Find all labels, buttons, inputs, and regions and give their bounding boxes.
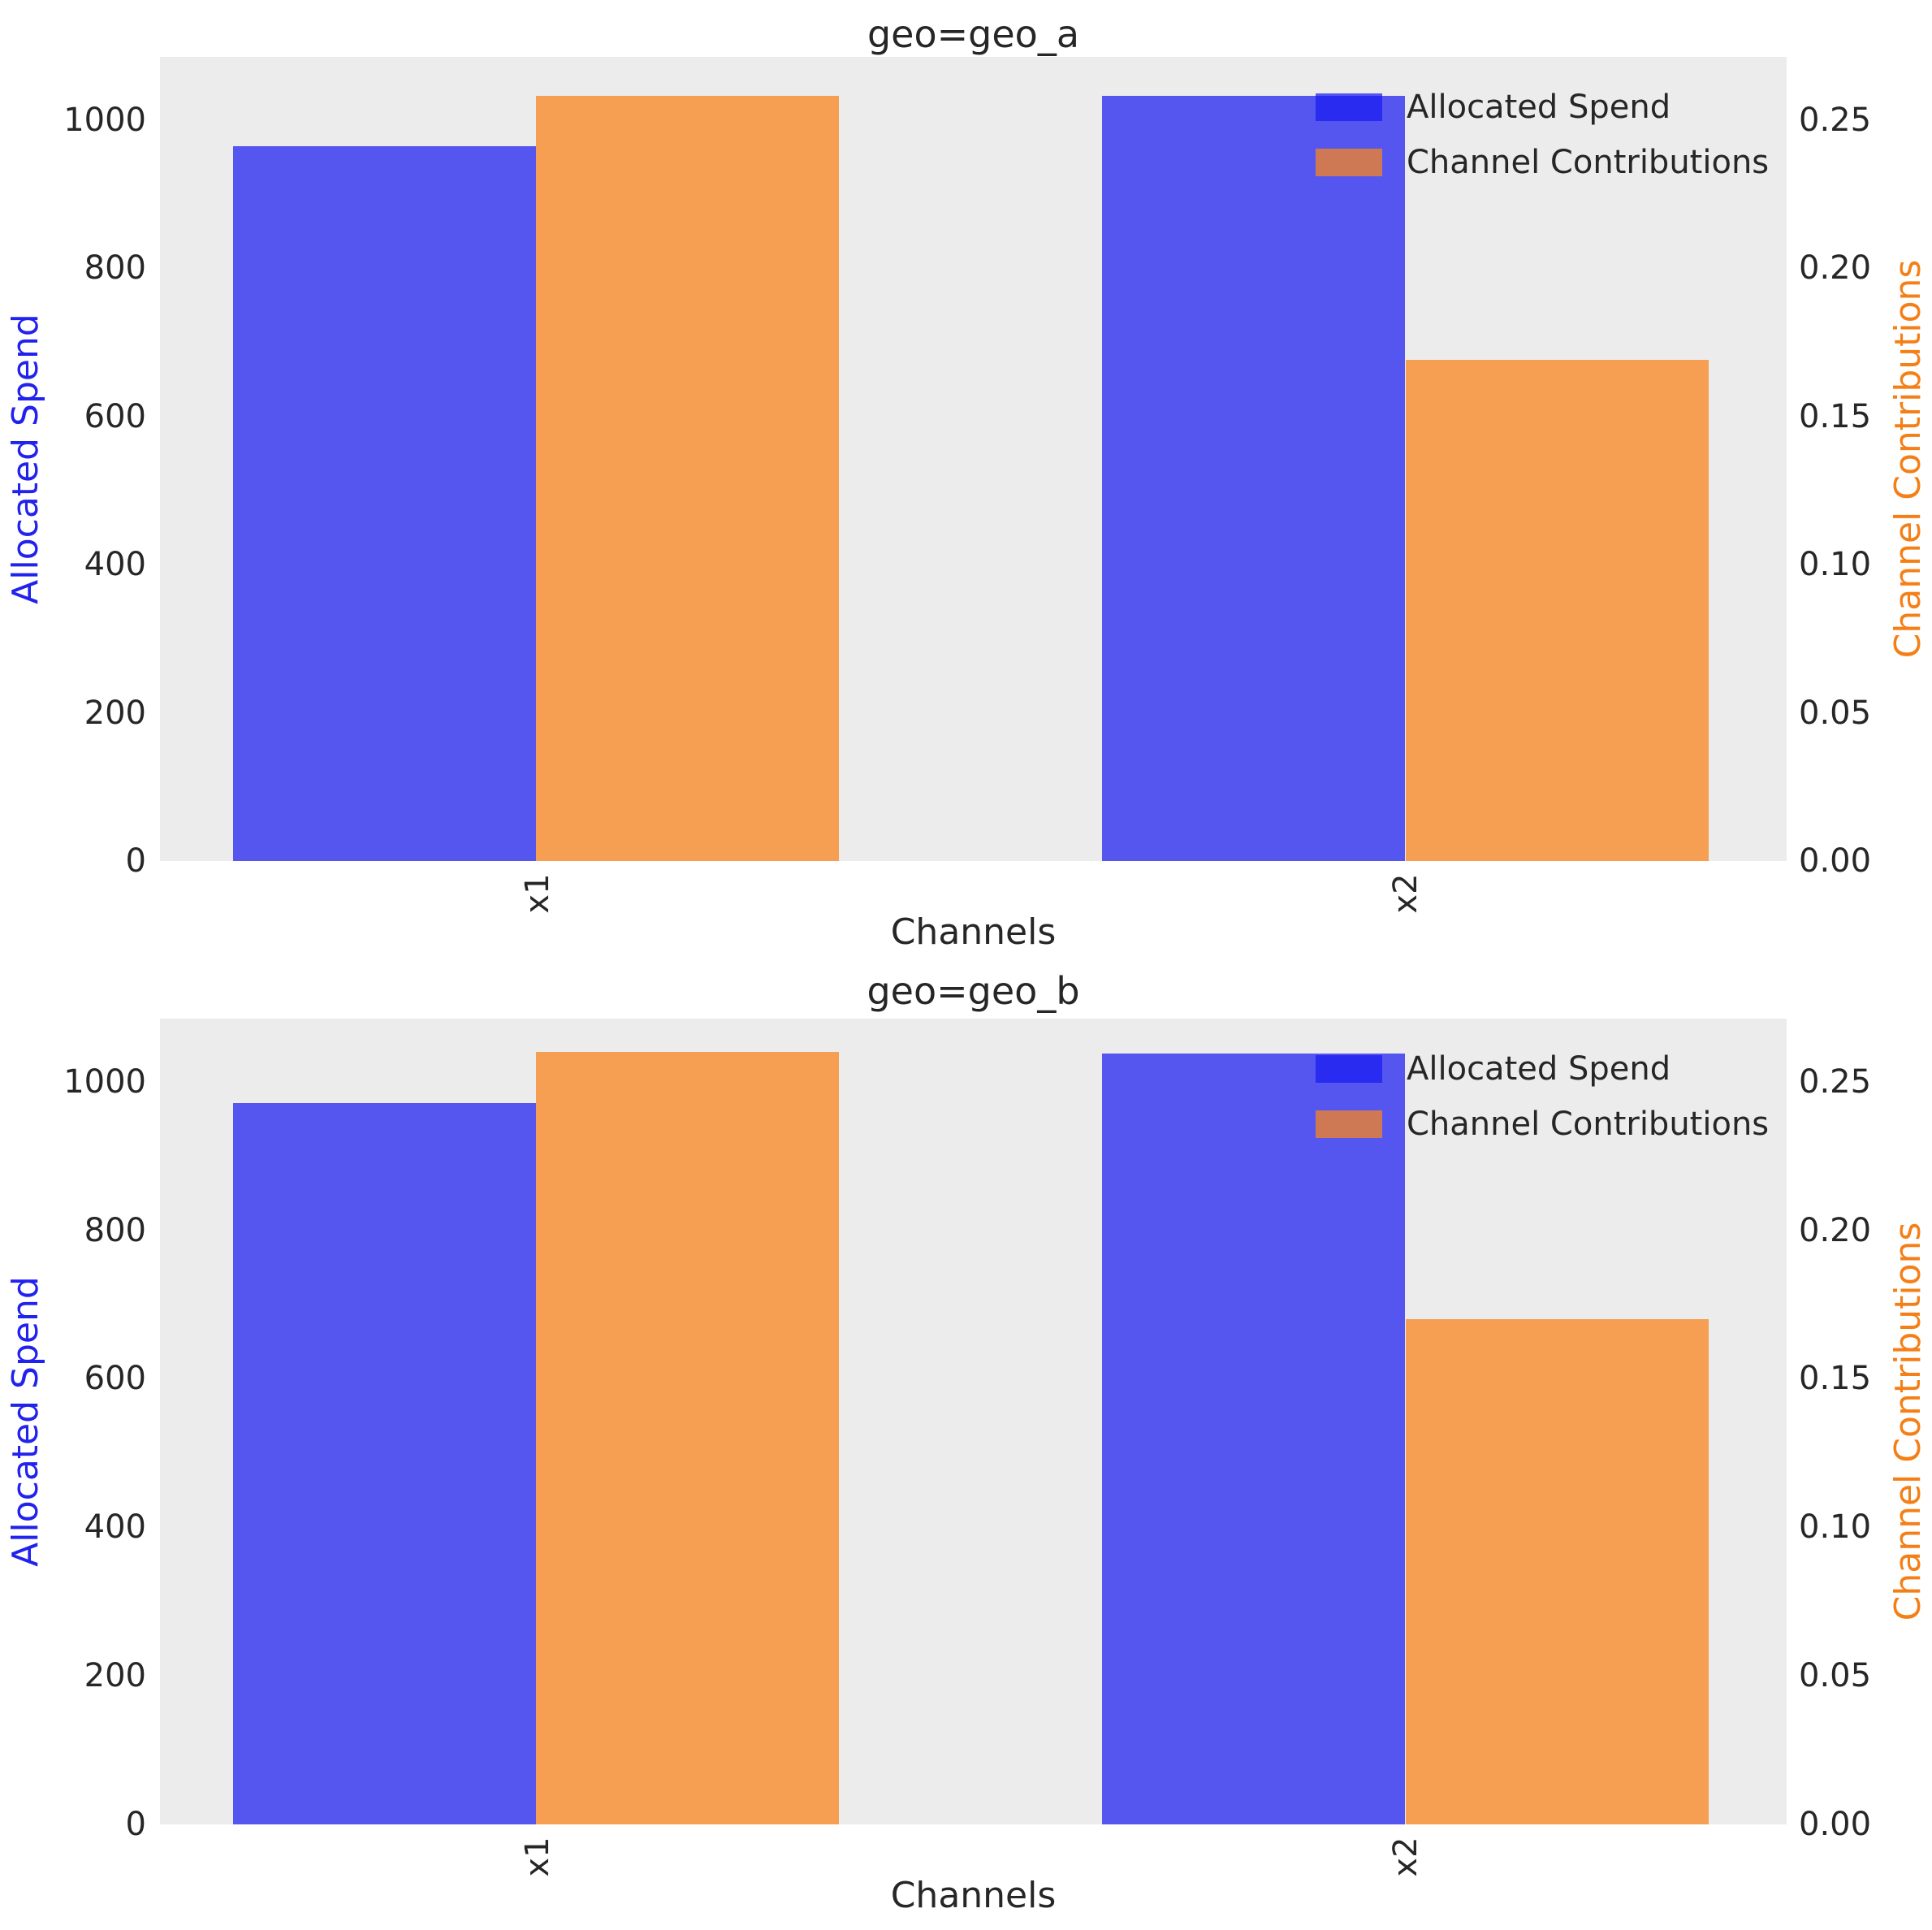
- x-axis-tick-x2: x2: [1387, 1837, 1425, 1877]
- channel-contributions-swatch-icon: [1316, 149, 1382, 176]
- y-axis-right-tick-0.05: 0.05: [1799, 1657, 1872, 1695]
- x-axis-tick-x1: x1: [518, 1837, 556, 1877]
- subplot-a-legend: Allocated Spend Channel Contributions: [1316, 80, 1769, 190]
- y-axis-right-tick-0.10: 0.10: [1799, 546, 1872, 584]
- y-axis-right-tick-0.00: 0.00: [1799, 1806, 1872, 1843]
- legend-label-allocated-spend: Allocated Spend: [1407, 89, 1671, 126]
- subplot-b-title: geo=geo_b: [867, 969, 1080, 1013]
- bar-channel-contributions-x2: [1406, 360, 1709, 861]
- subplot-a-title: geo=geo_a: [867, 12, 1080, 56]
- legend-row-channel-contributions: Channel Contributions: [1316, 1097, 1769, 1152]
- legend-row-channel-contributions: Channel Contributions: [1316, 135, 1769, 190]
- subplot-a-xlabel: Channels: [890, 911, 1057, 953]
- channel-contributions-swatch-icon: [1316, 1110, 1382, 1138]
- y-axis-right-tick-0.05: 0.05: [1799, 694, 1872, 732]
- bar-channel-contributions-x1: [535, 1052, 839, 1824]
- y-axis-left-tick-800: 800: [84, 1211, 146, 1249]
- bar-allocated-spend-x2: [1101, 1053, 1405, 1824]
- y-axis-left-tick-600: 600: [84, 397, 146, 435]
- x-axis-tick-x1: x1: [518, 873, 556, 914]
- y-axis-left-tick-1000: 1000: [63, 1062, 146, 1101]
- legend-label-channel-contributions: Channel Contributions: [1407, 1106, 1770, 1143]
- allocated-spend-swatch-icon: [1316, 93, 1382, 121]
- subplot-a-axes: Allocated Spend Channel Contributions: [160, 57, 1787, 861]
- subplot-b-legend: Allocated Spend Channel Contributions: [1316, 1041, 1769, 1152]
- y-axis-right-tick-0.10: 0.10: [1799, 1508, 1872, 1547]
- bar-allocated-spend-x1: [232, 145, 536, 861]
- y-axis-left-tick-200: 200: [84, 694, 146, 732]
- allocated-spend-swatch-icon: [1316, 1055, 1382, 1083]
- y-axis-right-tick-0.20: 0.20: [1799, 1211, 1872, 1249]
- bar-allocated-spend-x1: [232, 1103, 536, 1824]
- y-axis-left-tick-1000: 1000: [63, 101, 146, 139]
- y-axis-left-tick-0: 0: [125, 842, 146, 880]
- bar-channel-contributions-x2: [1406, 1319, 1709, 1824]
- y-axis-right-tick-0.00: 0.00: [1799, 842, 1872, 880]
- bar-allocated-spend-x2: [1101, 96, 1405, 861]
- y-axis-right-tick-0.20: 0.20: [1799, 249, 1872, 288]
- y-axis-right-tick-0.25: 0.25: [1799, 101, 1872, 139]
- legend-row-allocated-spend: Allocated Spend: [1316, 1041, 1769, 1097]
- y-axis-left-tick-400: 400: [84, 546, 146, 584]
- legend-label-allocated-spend: Allocated Spend: [1407, 1050, 1671, 1088]
- subplot-b-xlabel: Channels: [890, 1875, 1057, 1916]
- y-axis-left-tick-800: 800: [84, 249, 146, 288]
- y-axis-right-tick-0.25: 0.25: [1799, 1062, 1872, 1101]
- legend-row-allocated-spend: Allocated Spend: [1316, 80, 1769, 135]
- subplot-a-ylabel-right: Channel Contributions: [1887, 259, 1929, 659]
- legend-label-channel-contributions: Channel Contributions: [1407, 144, 1770, 181]
- subplot-b-axes: Allocated Spend Channel Contributions: [160, 1019, 1787, 1824]
- y-axis-left-tick-0: 0: [125, 1806, 146, 1843]
- y-axis-right-tick-0.15: 0.15: [1799, 1360, 1872, 1398]
- y-axis-left-tick-200: 200: [84, 1657, 146, 1695]
- bar-channel-contributions-x1: [535, 96, 839, 861]
- y-axis-left-tick-600: 600: [84, 1360, 146, 1398]
- x-axis-tick-x2: x2: [1387, 873, 1425, 914]
- y-axis-right-tick-0.15: 0.15: [1799, 397, 1872, 435]
- subplot-b-ylabel-right: Channel Contributions: [1887, 1222, 1929, 1621]
- y-axis-left-tick-400: 400: [84, 1508, 146, 1547]
